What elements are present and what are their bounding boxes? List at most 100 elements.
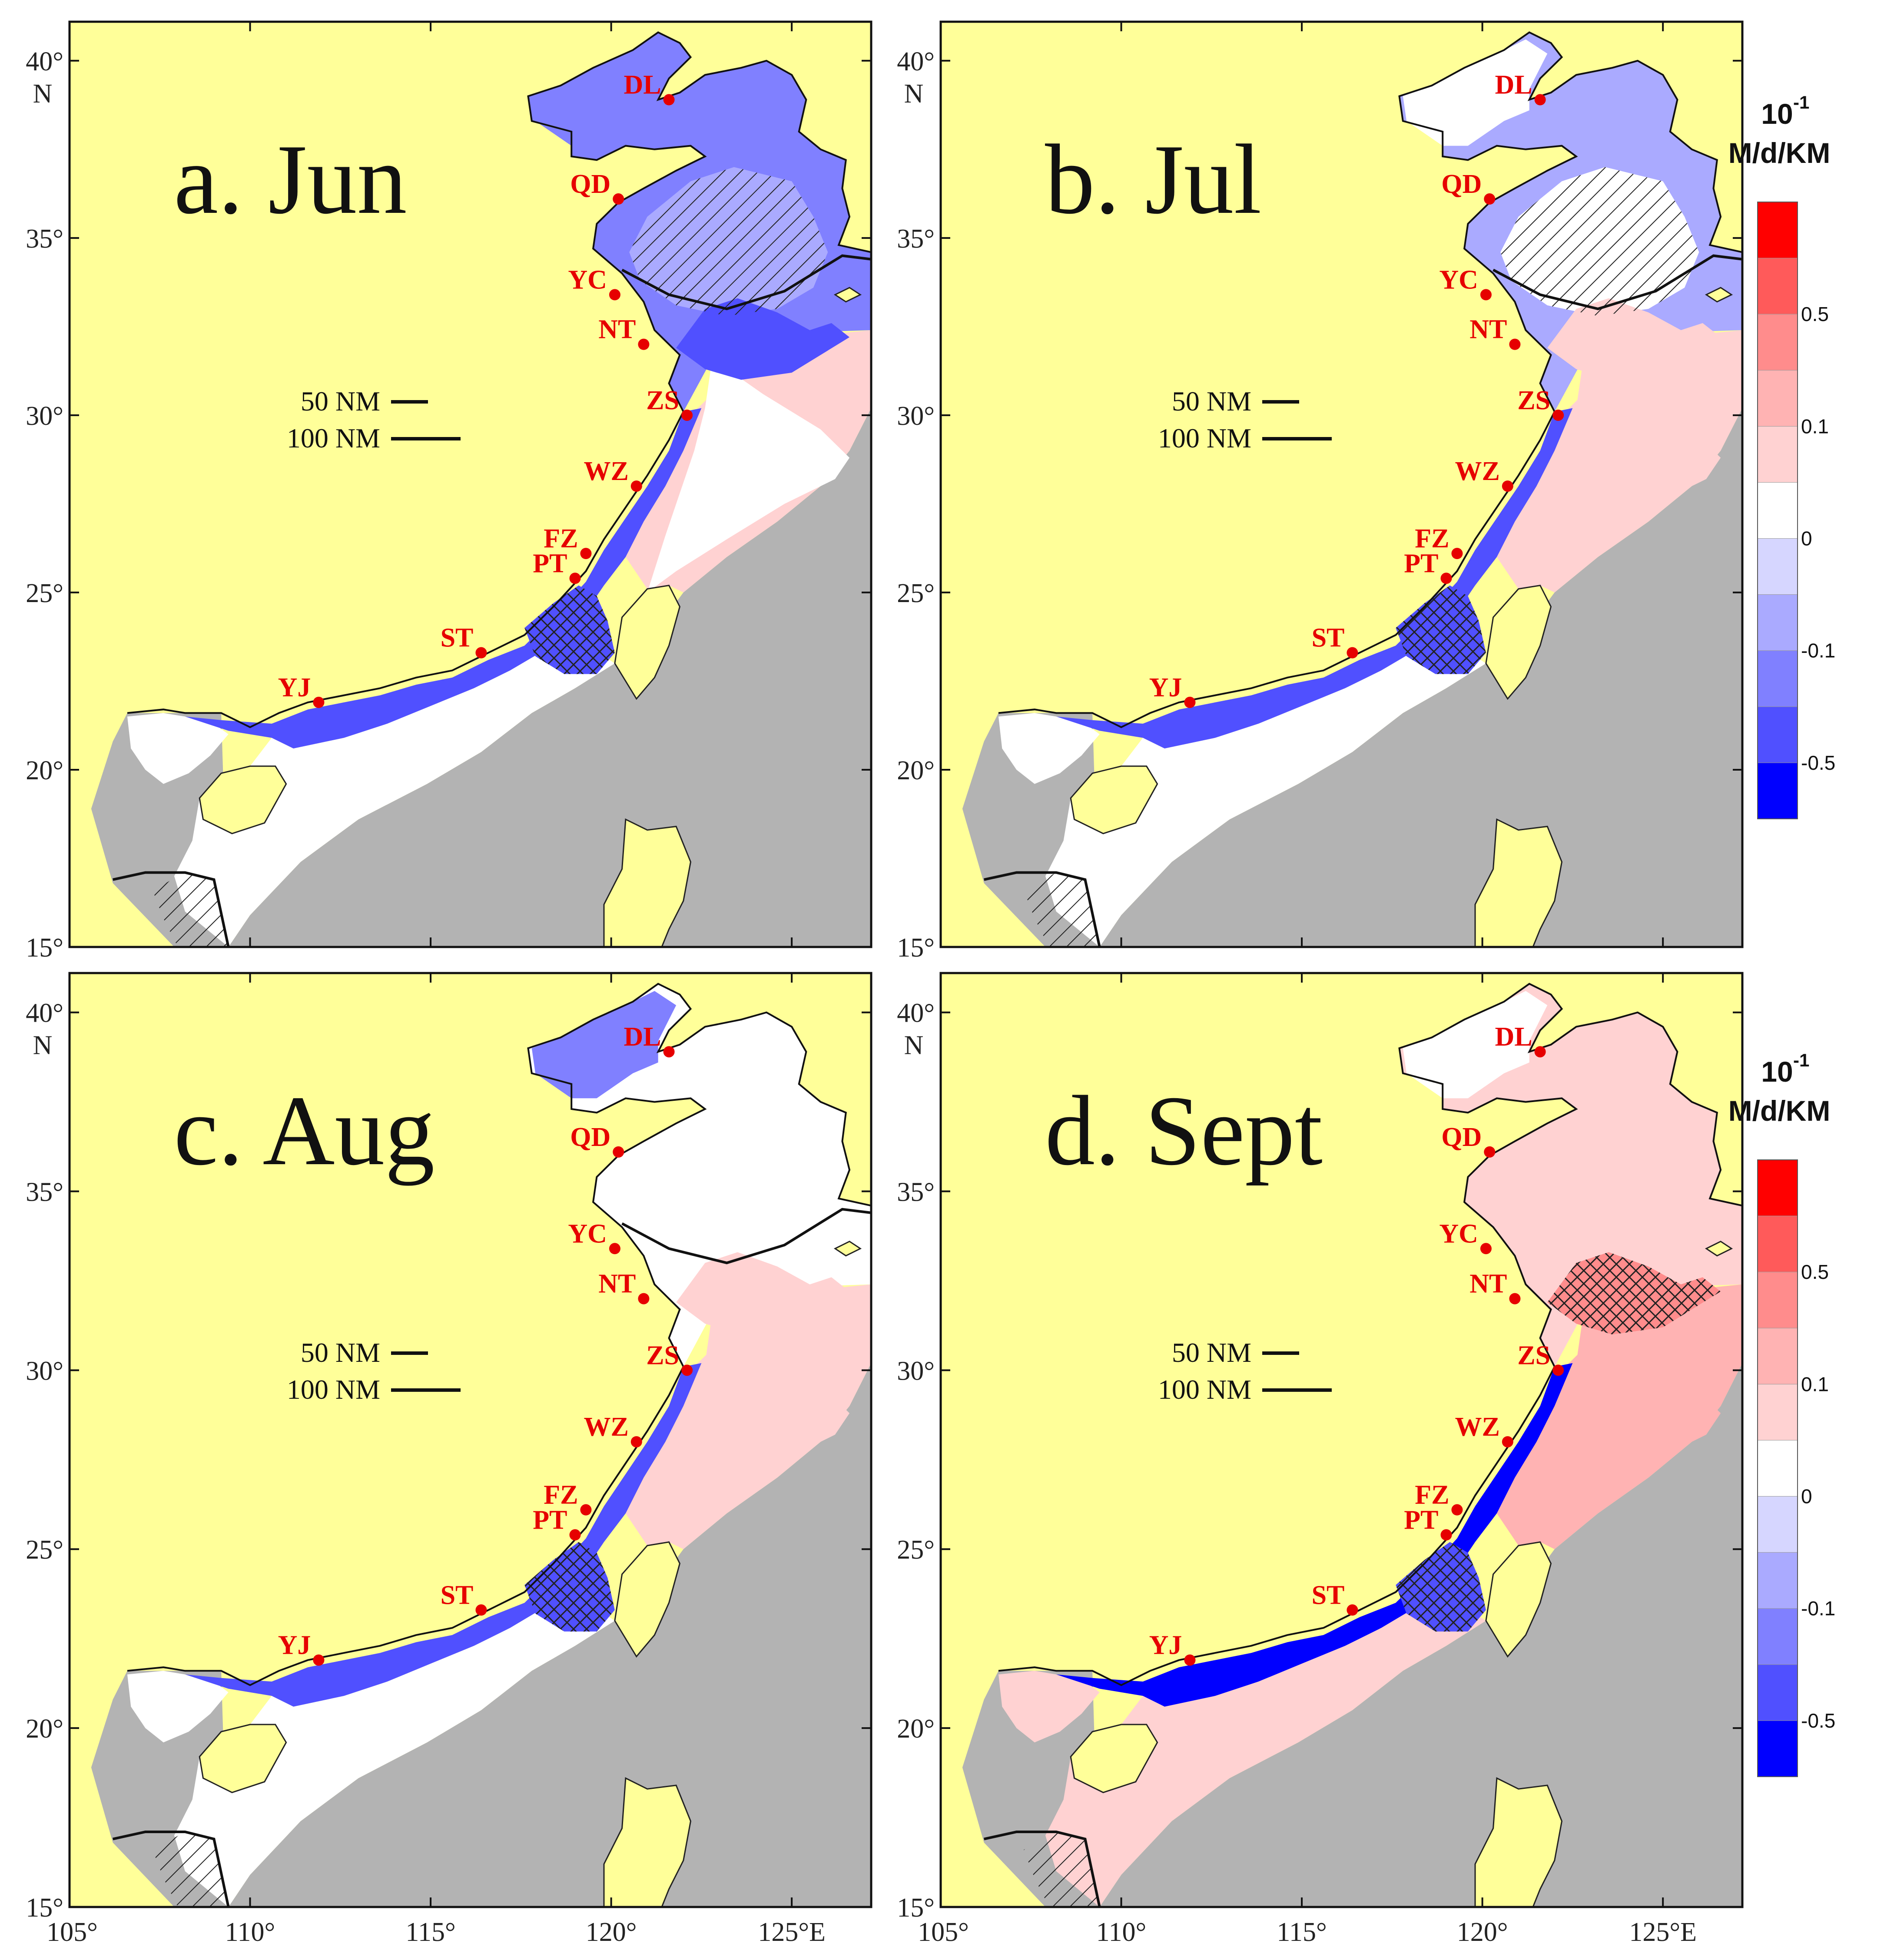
offshore-band [647,1313,850,1549]
scale-label-50nm: 50 NM [301,1337,380,1368]
city-label: QD [570,1122,610,1152]
city-marker [1440,573,1452,584]
y-tick-label: 25° [897,1535,935,1565]
city-label: ZS [1517,1341,1550,1370]
city-marker [613,193,624,205]
cross-hatched-area [524,1542,615,1632]
colorbar-segment [1757,258,1798,315]
colorbar-frame [1757,202,1798,819]
coastal-band [1056,408,1573,748]
colorbar-segment [1757,1440,1798,1497]
city-label: YJ [1149,673,1182,702]
x-tick-label: 125°E [1629,1917,1697,1947]
colorbar-unit-exponent: -1 [1793,92,1809,113]
y-tick-label: 40° [26,47,63,76]
city-label: DL [1495,1022,1532,1052]
colorbar-label: 0.5 [1801,303,1829,325]
city-marker [313,696,325,708]
city-marker [613,1146,624,1158]
y-tick-label: 25° [26,579,63,608]
colorbar: 10 -1 M/d/KM 0.5 0.1 0 -0.1 -0.5 [1728,92,1835,819]
city-marker [1184,696,1196,708]
scale-label-50nm: 50 NM [1172,386,1251,417]
map-area [70,22,871,947]
city-label: DL [1495,70,1532,100]
y-north-letter: N [33,1031,53,1060]
y-tick-label: 15° [26,1893,63,1923]
city-label: YJ [278,673,311,702]
city-label: WZ [584,457,628,486]
city-marker [638,1293,650,1304]
offshore-band [647,358,850,593]
colorbar-segment [1757,1271,1798,1329]
city-label: YJ [278,1631,311,1660]
y-tick-label: 35° [897,224,935,254]
city-marker [1451,1504,1463,1516]
city-label: YJ [1149,1631,1182,1660]
city-marker [1534,94,1546,106]
city-label: NT [1469,1269,1507,1299]
map-area [70,973,871,1907]
scale-bar: 50 NM 100 NM [287,1337,461,1405]
colorbars: 10 -1M/d/KM0.50.10-0.1-0.510 -1M/d/KM0.50.… [1728,92,1835,1778]
map-area [941,22,1742,947]
colorbar-segment [1757,370,1798,427]
panel-title: a. Jun [174,124,407,235]
city-marker [1509,338,1521,350]
colorbar-label: 0.1 [1801,415,1829,437]
luzon-island [603,1777,692,1907]
gulf-of-tonkin [127,1671,229,1743]
y-tick-label: 30° [26,1356,63,1386]
x-tick-label: 105° [918,1917,969,1947]
city-label: ST [1312,1580,1345,1610]
panel-title: c. Aug [174,1075,435,1186]
hatched-area-south [1024,872,1100,947]
changjiang-offshore-patch [676,298,850,380]
colorbar-label: -0.1 [1801,1597,1835,1620]
city-marker [1509,1293,1521,1304]
y-tick-label: 20° [897,756,935,785]
city-label: ZS [646,1341,679,1370]
city-marker [1502,1436,1513,1448]
city-label: WZ [1455,1412,1499,1442]
taiwan-island [1485,1541,1552,1658]
city-label: PT [1404,549,1438,578]
y-tick-label: 30° [897,401,935,431]
colorbar-segment [1757,1328,1798,1385]
city-label: WZ [1455,457,1499,486]
gulf-of-tonkin [998,1671,1100,1743]
city-marker [1480,1243,1492,1255]
cross-hatched-area [524,585,615,674]
scale-bar: 50 NM 100 NM [287,386,461,454]
city-marker [630,480,642,492]
x-tick-label: 125°E [758,1917,826,1947]
colorbar-unit-base: 10 [1761,1056,1793,1088]
south-china-sea-shelf [174,642,615,947]
taiwan-island [614,584,681,700]
colorbar: 10 -1 M/d/KM 0.5 0.1 0 -0.1 -0.5 [1728,1050,1835,1778]
colorbar-unit-exponent: -1 [1793,1050,1809,1070]
colorbar-label: -0.5 [1801,752,1835,774]
contour-line-south [113,871,230,947]
hainan-island [1070,1724,1158,1794]
city-label: PT [1404,1505,1438,1535]
cross-hatched-area-north [1547,1252,1721,1334]
x-tick-label: 115° [1277,1917,1327,1947]
colorbar-frame [1757,1159,1798,1777]
city-label: WZ [584,1412,628,1442]
y-north-letter: N [904,1031,924,1060]
contour-line-south [984,871,1101,947]
city-marker [663,1046,675,1058]
city-label: YC [568,265,607,295]
colorbar-segment [1757,1496,1798,1553]
city-marker [569,1529,581,1541]
south-china-sea-shelf [1045,642,1486,947]
y-tick-label: 40° [26,999,63,1028]
colorbar-segment [1757,594,1798,651]
map-area [941,973,1742,1907]
colorbar-segment [1757,538,1798,595]
contour-line-north [621,254,871,311]
city-marker [681,409,693,421]
scale-label-100nm: 100 NM [287,1374,380,1405]
